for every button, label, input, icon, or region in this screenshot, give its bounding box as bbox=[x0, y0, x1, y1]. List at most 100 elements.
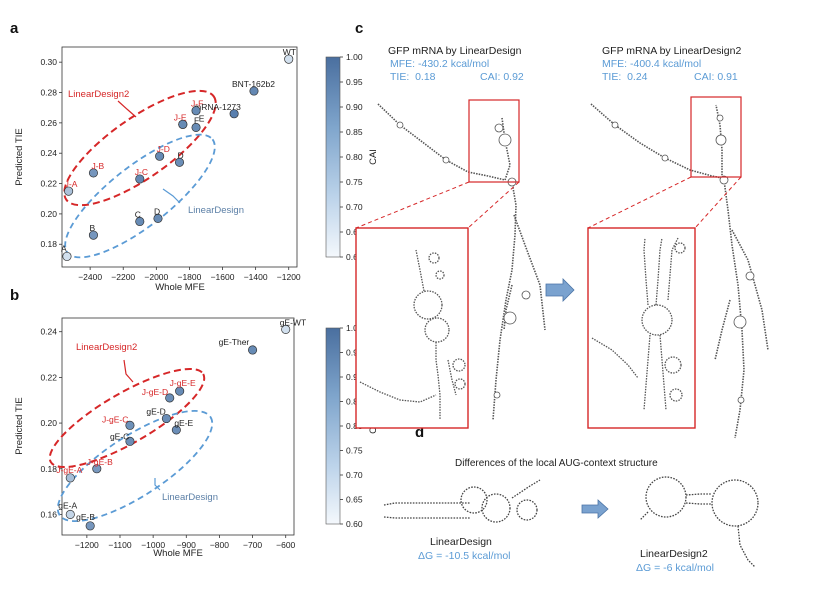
chart-b-cbar-tick-label: 0.95 bbox=[346, 348, 363, 358]
chart-b-cbar-tick-label: 0.85 bbox=[346, 397, 363, 407]
chart-b-ld2-leader bbox=[123, 359, 134, 383]
chart-b-points: gE-WT gE-Ther J-gE-EJ-gE-D gE-D gE-E J-gE-C gE… bbox=[56, 317, 306, 531]
chart-b-point-label: gE-D bbox=[146, 407, 165, 417]
chart-a-point bbox=[88, 230, 98, 240]
chart-a-ytick-label: 0.28 bbox=[40, 88, 57, 98]
c-left-zoom-panel bbox=[355, 227, 469, 429]
chart-b-point bbox=[125, 420, 135, 430]
chart-a-point-label: F bbox=[194, 115, 199, 125]
chart-b-ylabel: Predicted TIE bbox=[14, 397, 25, 454]
chart-a-lineardesign-ellipse bbox=[64, 133, 216, 259]
chart-a-point-label: J-A bbox=[65, 179, 78, 189]
c-right-zoom-box bbox=[690, 96, 742, 178]
c-right-loops bbox=[611, 114, 755, 404]
chart-a-point-label: J-B bbox=[91, 161, 104, 171]
c-right-connector-1 bbox=[587, 176, 692, 229]
chart-b-point-label: gE-Ther bbox=[219, 337, 250, 347]
chart-b-cbar-tick-label: 0.75 bbox=[346, 446, 363, 456]
chart-b-cbar-tick-label: 0.65 bbox=[346, 495, 363, 505]
chart-a-point-label: D bbox=[178, 150, 184, 160]
chart-b-ytick-label: 0.24 bbox=[40, 327, 57, 337]
chart-b-point-label: J-gE-C bbox=[102, 414, 128, 424]
chart-a-xtick-label: −1600 bbox=[211, 272, 235, 282]
chart-a-point bbox=[64, 186, 74, 196]
chart-a-ytick-label: 0.22 bbox=[40, 179, 57, 189]
chart-b-ld-annotation: LinearDesign bbox=[162, 492, 218, 503]
chart-a-point-label: E bbox=[199, 113, 205, 123]
chart-b-point-label: gE-E bbox=[174, 418, 193, 428]
chart-b-colorbar-ticks: 1.00 0.95 0.90 0.85 0.80 0.75 0.70 0.65 0.60 bbox=[340, 323, 363, 529]
chart-b-point-label: gE-WT bbox=[280, 317, 306, 327]
d-right-structure bbox=[639, 476, 759, 568]
chart-a-point-label: BNT-162b2 bbox=[232, 79, 275, 89]
chart-a-colorbar-ticks: 1.00 0.95 0.90 0.85 0.80 0.75 0.70 0.65 0.60 bbox=[340, 52, 363, 262]
chart-a-cbar-tick-label: 0.85 bbox=[346, 127, 363, 137]
chart-a-lineardesign2-ellipse bbox=[63, 89, 217, 207]
d-right-dg: ΔG = -6 kcal/mol bbox=[636, 562, 714, 574]
panel-label-d: d bbox=[415, 424, 424, 441]
chart-b-cbar-tick-label: 0.90 bbox=[346, 372, 363, 382]
chart-a-point-label: J-E bbox=[174, 112, 187, 122]
chart-a-point bbox=[249, 86, 259, 96]
chart-b-colorbar bbox=[325, 327, 341, 525]
c-right-tie: TIE: 0.24 bbox=[602, 71, 648, 83]
chart-b-point bbox=[281, 324, 291, 334]
chart-a-cbar-tick-label: 0.60 bbox=[346, 252, 363, 262]
chart-a-cbar-tick-label: 0.90 bbox=[346, 102, 363, 112]
chart-a-xtick-label: −2000 bbox=[144, 272, 168, 282]
chart-a-colorbar bbox=[325, 56, 341, 258]
chart-b-point-label: J-gE-B bbox=[87, 457, 113, 467]
c-right-zoom-structure bbox=[591, 237, 686, 411]
chart-a-cbar-tick-label: 0.95 bbox=[346, 77, 363, 87]
chart-a-xtick-label: −2400 bbox=[78, 272, 102, 282]
chart-b-lineardesign2-ellipse bbox=[48, 367, 206, 469]
chart-a-ytick-label: 0.18 bbox=[40, 239, 57, 249]
chart-a-cbar-tick-label: 0.75 bbox=[346, 177, 363, 187]
chart-a-point-label: J-D bbox=[157, 144, 170, 154]
chart-b-xtick-label: −1000 bbox=[141, 540, 165, 550]
c-arrow bbox=[545, 278, 575, 302]
chart-a-ytick-label: 0.20 bbox=[40, 209, 57, 219]
chart-a-point-label: C bbox=[135, 209, 141, 219]
chart-b-cbar-tick-label: 0.80 bbox=[346, 421, 363, 431]
chart-a-point bbox=[62, 251, 72, 261]
d-left-dg: ΔG = -10.5 kcal/mol bbox=[418, 550, 511, 562]
chart-a-point-label: J-F bbox=[191, 99, 203, 109]
c-left-connector-2 bbox=[467, 181, 520, 229]
panel-label-a: a bbox=[10, 20, 19, 37]
chart-a: −2400 −2200 −2000 −1800 −1600 −1400 −1200 0.18 0… bbox=[14, 46, 379, 293]
chart-b-xtick-label: −900 bbox=[177, 540, 196, 550]
chart-b-ytick-label: 0.16 bbox=[40, 509, 57, 519]
chart-b-xtick-label: −700 bbox=[243, 540, 262, 550]
panel-d: Differences of the local AUG-context str… bbox=[383, 458, 759, 574]
chart-a-ld-leader bbox=[162, 188, 181, 204]
c-right-zoom-panel bbox=[587, 227, 696, 429]
d-title: Differences of the local AUG-context str… bbox=[455, 458, 658, 469]
chart-b-xtick-label: −1200 bbox=[75, 540, 99, 550]
panel-label-c: c bbox=[355, 20, 363, 37]
chart-b-point bbox=[161, 413, 171, 424]
chart-b-point-label: J-gE-E bbox=[170, 378, 196, 388]
chart-b-point-label: gE-C bbox=[110, 431, 129, 441]
chart-b-xlabel: Whole MFE bbox=[153, 548, 203, 559]
chart-b-ld-leader bbox=[154, 478, 161, 491]
chart-b-ticks: −1200 −1100 −1000 −900 −800 −700 −600 0.16 0.18 0… bbox=[40, 327, 295, 550]
chart-a-point bbox=[284, 54, 294, 64]
c-right-mfe: MFE: -400.4 kcal/mol bbox=[602, 58, 701, 70]
chart-a-xtick-label: −2200 bbox=[111, 272, 135, 282]
chart-a-point bbox=[229, 109, 239, 119]
chart-b-lineardesign-ellipse bbox=[56, 410, 214, 522]
d-arrow bbox=[581, 499, 609, 519]
c-left-title: GFP mRNA by LinearDesign bbox=[388, 45, 522, 57]
chart-a-ticks: −2400 −2200 −2000 −1800 −1600 −1400 −1200 0.18 0… bbox=[40, 57, 300, 282]
chart-a-cbar-tick-label: 0.65 bbox=[346, 227, 363, 237]
chart-a-cbar-tick-label: 0.70 bbox=[346, 202, 363, 212]
chart-b-cbar-tick-label: 0.60 bbox=[346, 519, 363, 529]
chart-b-xtick-label: −800 bbox=[210, 540, 229, 550]
c-right-title: GFP mRNA by LinearDesign2 bbox=[602, 45, 741, 57]
c-left-tie: TIE: 0.18 bbox=[390, 71, 436, 83]
c-left-loops bbox=[396, 121, 531, 399]
chart-b-ytick-label: 0.18 bbox=[40, 464, 57, 474]
chart-b-point bbox=[65, 509, 75, 519]
